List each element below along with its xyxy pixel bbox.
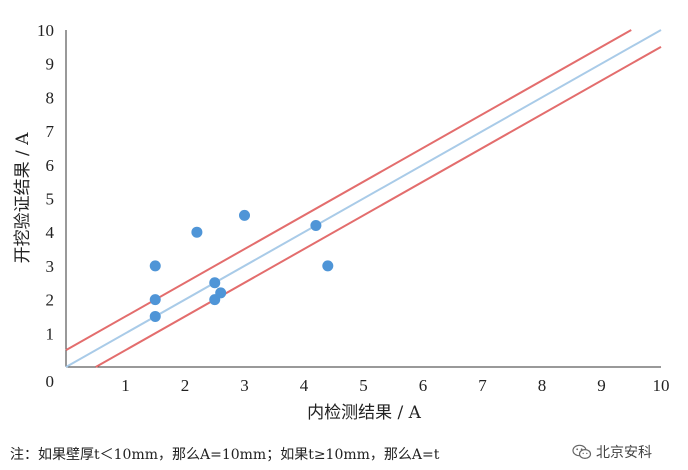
y-tick-label: 0: [46, 372, 55, 391]
watermark-label: 北京安科: [596, 445, 652, 461]
x-tick-label: 3: [240, 376, 249, 395]
y-tick-label: 1: [46, 324, 55, 343]
watermark: 北京安科: [572, 442, 652, 462]
data-point: [149, 294, 161, 306]
upper-line: [65, 29, 632, 352]
y-tick-label: 5: [46, 190, 55, 209]
x-tick-label: 5: [359, 376, 368, 395]
footnote: 注：如果壁厚t＜10mm，那么A=10mm；如果t≥10mm，那么A=t: [10, 447, 440, 463]
data-point: [191, 226, 203, 238]
data-points: [149, 209, 334, 322]
x-tick-label: 10: [653, 376, 670, 395]
y-tick-label: 8: [46, 88, 55, 107]
x-tick-label: 6: [419, 376, 428, 395]
reference-lines: [65, 29, 662, 368]
data-point: [149, 310, 161, 322]
data-point: [149, 260, 161, 272]
data-point: [209, 277, 221, 289]
data-point: [239, 209, 250, 221]
y-tick-label: 9: [46, 55, 55, 74]
y-tick-label: 6: [46, 156, 55, 175]
tick-labels: 1 2 3 4 5 6 7 8 9 10 0 1 2 3 4 5 6 7 8 9 10: [37, 21, 670, 395]
x-axis-title: 内检测结果 / A: [307, 403, 422, 423]
wechat-icon: [572, 444, 592, 460]
x-tick-label: 9: [597, 376, 606, 395]
y-tick-label: 3: [46, 257, 55, 276]
y-tick-label: 10: [37, 21, 54, 40]
y-axis-title: 开挖验证结果 / A: [13, 132, 33, 264]
x-tick-label: 2: [181, 376, 190, 395]
lower-line: [95, 45, 662, 368]
y-tick-label: 4: [46, 223, 55, 242]
y-tick-label: 2: [46, 291, 55, 310]
y-tick-label: 7: [46, 122, 55, 141]
data-point: [322, 260, 334, 272]
data-point: [310, 219, 322, 231]
data-point: [215, 287, 227, 299]
x-tick-label: 8: [538, 376, 547, 395]
x-tick-label: 7: [478, 376, 487, 395]
scatter-chart: 1 2 3 4 5 6 7 8 9 10 0 1 2 3 4 5 6 7 8 9 10 内检测结果 / A 开挖验证结果…: [13, 21, 670, 423]
chart-axes: [65, 30, 661, 368]
x-tick-label: 1: [121, 376, 130, 395]
equality-line: [65, 29, 662, 368]
x-tick-label: 4: [300, 376, 309, 395]
